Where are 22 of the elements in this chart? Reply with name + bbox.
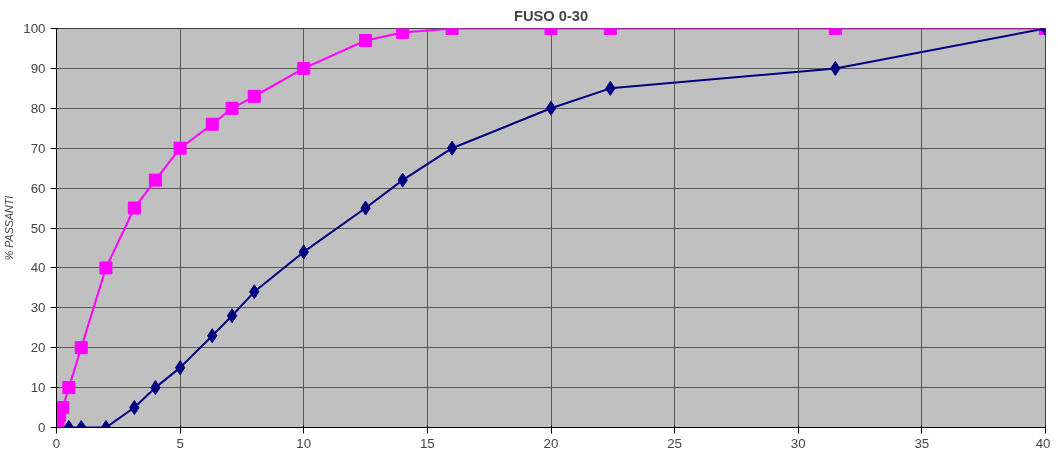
y-axis-title: % PASSANTI xyxy=(3,195,16,261)
y-tick-label: 90 xyxy=(30,60,46,76)
y-tick-label: 10 xyxy=(30,380,46,396)
y-tick-label: 0 xyxy=(38,420,46,435)
y-tick-label: 20 xyxy=(30,340,46,356)
x-tick-label: 35 xyxy=(914,435,930,451)
x-tick-label: 5 xyxy=(176,435,184,451)
x-tick-label: 25 xyxy=(667,435,683,451)
y-tick-label: 80 xyxy=(30,100,46,116)
y-tick-label: 50 xyxy=(30,220,46,236)
x-tick-label: 30 xyxy=(790,435,806,451)
y-tick-label: 30 xyxy=(30,300,46,316)
y-tick-label: 40 xyxy=(30,260,46,276)
y-tick-label: 100 xyxy=(23,21,46,36)
x-tick-label: 0 xyxy=(52,435,61,451)
x-tick-label: 40 xyxy=(1035,435,1051,451)
x-tick-label: 20 xyxy=(543,435,559,451)
x-tick-label: 15 xyxy=(419,435,435,451)
y-tick-label: 70 xyxy=(30,140,46,156)
x-tick-label: 10 xyxy=(296,435,312,451)
y-tick-label: 60 xyxy=(30,180,46,196)
chart-title: FUSO 0-30 xyxy=(513,7,589,24)
